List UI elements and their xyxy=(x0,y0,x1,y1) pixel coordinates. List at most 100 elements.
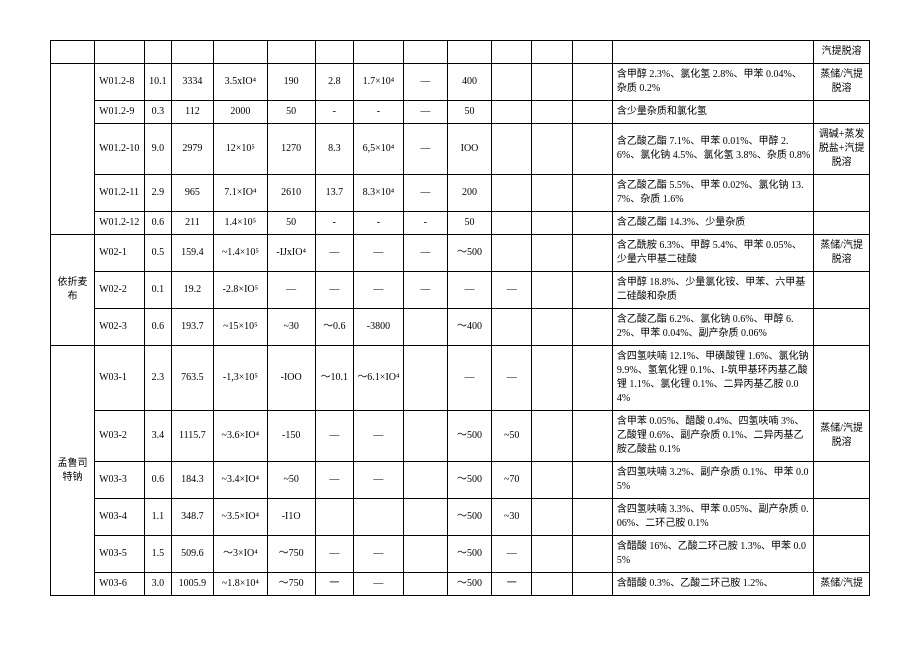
cell: ～500 xyxy=(447,462,491,499)
row-id: W03-1 xyxy=(95,346,145,411)
cell: — xyxy=(315,272,353,309)
cell xyxy=(572,124,612,175)
desc-cell: 含甲苯 0.05%、醋酸 0.4%、四氢呋喃 3%、乙酸锂 0.6%、副产杂质 … xyxy=(612,411,813,462)
cell: 12×10⁵ xyxy=(214,124,268,175)
cell: ~1.4×10⁵ xyxy=(214,235,268,272)
cell xyxy=(403,411,447,462)
group-label xyxy=(51,64,95,235)
cell xyxy=(532,411,572,462)
cell xyxy=(532,235,572,272)
cell: 200 xyxy=(447,175,491,212)
cell: -150 xyxy=(267,411,315,462)
cell: -IJxIO⁴ xyxy=(267,235,315,272)
header-row: 汽提脱溶 xyxy=(51,41,870,64)
method-cell: 蒸储/汽提 xyxy=(814,573,870,596)
cell: — xyxy=(315,411,353,462)
cell: 190 xyxy=(267,64,315,101)
cell: — xyxy=(353,462,403,499)
cell: 0.6 xyxy=(144,309,171,346)
cell xyxy=(532,272,572,309)
cell xyxy=(572,212,612,235)
cell: 9.0 xyxy=(144,124,171,175)
cell xyxy=(532,64,572,101)
cell: ～10.1 xyxy=(315,346,353,411)
cell: 2.9 xyxy=(144,175,171,212)
desc-cell: 含乙酸乙酯 5.5%、甲苯 0.02%、氯化钠 13.7%、杂质 1.6% xyxy=(612,175,813,212)
cell xyxy=(532,462,572,499)
cell: 10.1 xyxy=(144,64,171,101)
cell: — xyxy=(315,235,353,272)
cell xyxy=(353,499,403,536)
table-row: W03-51.5509.6～3×IO⁴～750——～500—含醋酸 16%、乙酸… xyxy=(51,536,870,573)
method-cell xyxy=(814,101,870,124)
cell: ~3.4×IO⁴ xyxy=(214,462,268,499)
cell: 一 xyxy=(315,573,353,596)
group-label: 依折麦布 xyxy=(51,235,95,346)
table-row: 依折麦布W02-10.5159.4~1.4×10⁵-IJxIO⁴———～500含… xyxy=(51,235,870,272)
cell: 一 xyxy=(492,573,532,596)
cell xyxy=(492,235,532,272)
cell: 1.5 xyxy=(144,536,171,573)
cell: — xyxy=(403,101,447,124)
cell: 8.3×10⁴ xyxy=(353,175,403,212)
cell: 19.2 xyxy=(171,272,213,309)
cell: -3800 xyxy=(353,309,403,346)
cell xyxy=(403,346,447,411)
cell: - xyxy=(315,212,353,235)
row-id: W01.2-11 xyxy=(95,175,145,212)
cell: ～0.6 xyxy=(315,309,353,346)
cell: 1.1 xyxy=(144,499,171,536)
cell: 2.3 xyxy=(144,346,171,411)
cell xyxy=(403,499,447,536)
cell: - xyxy=(353,101,403,124)
cell: 184.3 xyxy=(171,462,213,499)
cell xyxy=(532,536,572,573)
cell xyxy=(572,101,612,124)
row-id: W03-4 xyxy=(95,499,145,536)
cell xyxy=(532,346,572,411)
table-row: W03-23.41115.7~3.6×IO⁴-150——～500~50含甲苯 0… xyxy=(51,411,870,462)
cell: — xyxy=(447,346,491,411)
cell xyxy=(532,212,572,235)
header-cell xyxy=(403,41,447,64)
desc-cell: 含醋酸 16%、乙酸二环己胺 1.3%、甲苯 0.05% xyxy=(612,536,813,573)
cell: ～500 xyxy=(447,411,491,462)
cell: — xyxy=(353,536,403,573)
row-id: W03-3 xyxy=(95,462,145,499)
table-row: W02-30.6193.7~15×10⁵~30～0.6-3800～400含乙酸乙… xyxy=(51,309,870,346)
cell: — xyxy=(403,124,447,175)
cell: 509.6 xyxy=(171,536,213,573)
cell xyxy=(532,175,572,212)
cell: 3.0 xyxy=(144,573,171,596)
row-id: W02-2 xyxy=(95,272,145,309)
desc-cell: 含乙酸乙酯 7.1%、甲苯 0.01%、甲醇 2.6%、氯化钠 4.5%、氯化氢… xyxy=(612,124,813,175)
cell: 1270 xyxy=(267,124,315,175)
cell xyxy=(403,573,447,596)
cell: — xyxy=(403,64,447,101)
cell xyxy=(403,462,447,499)
table-row: W03-30.6184.3~3.4×IO⁴~50——～500~70含四氢呋喃 3… xyxy=(51,462,870,499)
cell xyxy=(532,101,572,124)
cell: — xyxy=(267,272,315,309)
cell: — xyxy=(353,235,403,272)
cell: IOO xyxy=(447,124,491,175)
cell: 3.4 xyxy=(144,411,171,462)
method-cell xyxy=(814,212,870,235)
cell: 2979 xyxy=(171,124,213,175)
cell: 0.1 xyxy=(144,272,171,309)
cell xyxy=(572,536,612,573)
cell: 0.6 xyxy=(144,462,171,499)
cell: 3.5xIO⁴ xyxy=(214,64,268,101)
header-cell xyxy=(492,41,532,64)
row-id: W01.2-12 xyxy=(95,212,145,235)
desc-cell: 含乙酸乙酯 6.2%、氯化钠 0.6%、甲醇 6.2%、甲苯 0.04%、副产杂… xyxy=(612,309,813,346)
cell: — xyxy=(353,411,403,462)
cell: ～3×IO⁴ xyxy=(214,536,268,573)
cell: 50 xyxy=(447,101,491,124)
cell: 50 xyxy=(267,101,315,124)
cell: ～500 xyxy=(447,235,491,272)
cell xyxy=(403,536,447,573)
cell: 13.7 xyxy=(315,175,353,212)
cell: 0.5 xyxy=(144,235,171,272)
cell: — xyxy=(403,272,447,309)
